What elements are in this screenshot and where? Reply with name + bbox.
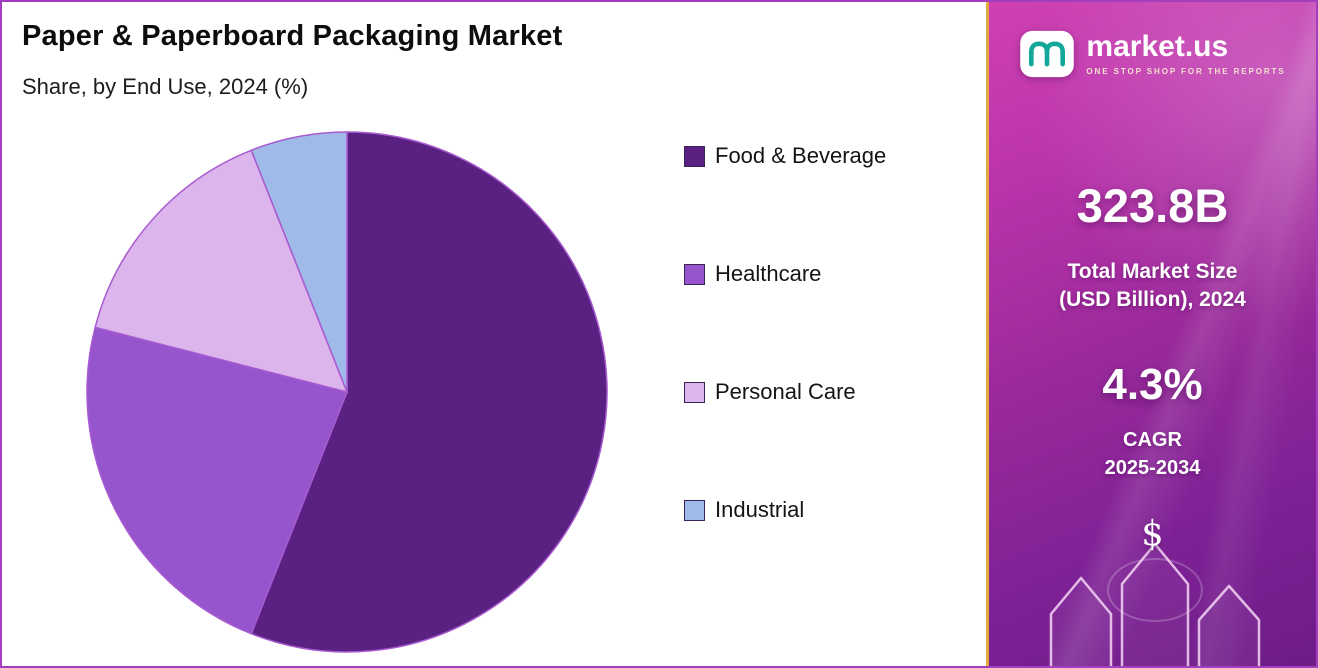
pie-slice-industrial [250,131,348,393]
sidebar-panel: market.us ONE STOP SHOP FOR THE REPORTS … [986,2,1316,666]
pie-slice-healthcare [86,326,349,635]
cagr-label-line1: CAGR [1123,429,1182,451]
market-size-label-line1: Total Market Size [1067,260,1238,283]
cagr-label: CAGR 2025-2034 [989,426,1316,482]
dollar-icon: $ [1141,514,1164,554]
chart-legend: Food & Beverage Healthcare Personal Care… [684,143,886,523]
legend-label: Personal Care [715,379,856,404]
marketus-logo: market.us ONE STOP SHOP FOR THE REPORTS [989,30,1316,78]
cup-rim-decoration [1107,558,1203,622]
market-size-value: 323.8B [1076,179,1229,232]
chart-area: Paper & Paperboard Packaging Market Shar… [2,2,990,666]
legend-item-food-beverage: Food & Beverage [684,143,886,169]
legend-swatch [684,145,705,167]
pie-chart [86,131,608,653]
legend-item-industrial: Industrial [684,497,886,523]
logo-text-block: market.us ONE STOP SHOP FOR THE REPORTS [1086,30,1286,77]
logo-tagline: ONE STOP SHOP FOR THE REPORTS [1086,67,1286,76]
market-size-label-line2: (USD Billion), 2024 [1059,288,1246,312]
legend-swatch [684,263,705,285]
legend-item-personal-care: Personal Care [684,379,886,405]
legend-label: Healthcare [715,261,822,286]
market-size-label: Total Market Size (USD Billion), 2024 [989,258,1316,315]
pie-slice-personal-care [94,149,349,394]
marketus-logo-icon [1020,30,1075,78]
growth-arrows-icon [1049,542,1261,666]
legend-swatch [684,499,705,521]
legend-label: Industrial [715,497,805,522]
logo-text: market.us [1086,30,1229,63]
cagr-label-line2: 2025-2034 [1104,457,1201,479]
page-title: Paper & Paperboard Packaging Market [22,20,563,52]
chart-subtitle: Share, by End Use, 2024 (%) [22,74,309,99]
legend-swatch [684,381,705,403]
legend-item-healthcare: Healthcare [684,261,886,287]
cagr-value: 4.3% [1102,360,1203,409]
legend-label: Food & Beverage [715,143,887,168]
pie-slice-food-beverage [250,131,608,653]
